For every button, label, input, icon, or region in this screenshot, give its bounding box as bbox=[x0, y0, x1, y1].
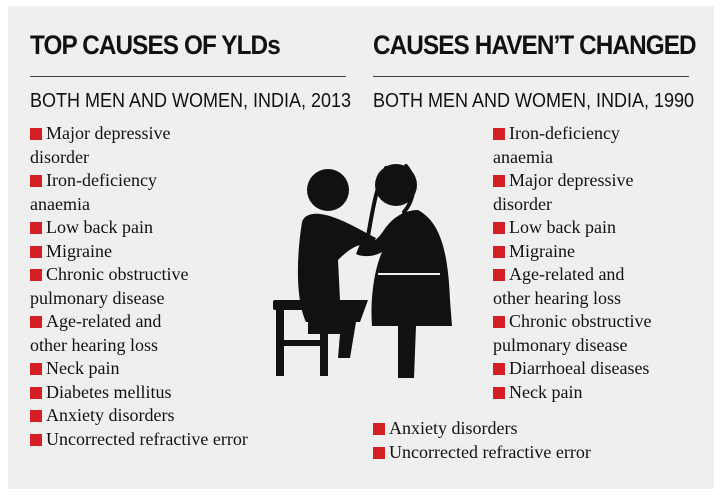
list-item: Iron-deficiency anaemia bbox=[493, 122, 651, 169]
left-subheading: BOTH MEN AND WOMEN, INDIA, 2013 bbox=[30, 90, 352, 112]
list-item: Diarrhoeal diseases bbox=[493, 357, 651, 381]
left-heading: TOP CAUSES OF YLDs bbox=[30, 30, 281, 60]
list-item: Age-related and other hearing loss bbox=[30, 310, 248, 357]
bullet-icon bbox=[30, 175, 42, 187]
item-text-cont: pulmonary disease bbox=[493, 334, 628, 355]
item-text: Neck pain bbox=[509, 381, 583, 402]
item-text: Anxiety disorders bbox=[46, 405, 175, 425]
bullet-icon bbox=[30, 433, 42, 446]
item-text-cont: disorder bbox=[30, 146, 89, 167]
bullet-icon bbox=[493, 269, 505, 281]
bullet-icon bbox=[30, 410, 42, 422]
item-text: Uncorrected refractive error bbox=[389, 441, 591, 462]
item-text: Diabetes mellitus bbox=[46, 381, 172, 402]
right-bottom-list: Anxiety disorders Uncorrected refractive… bbox=[373, 417, 591, 464]
list-item: Neck pain bbox=[30, 357, 248, 381]
item-text: Diarrhoeal diseases bbox=[509, 358, 650, 378]
item-text: Iron-deficiency bbox=[509, 123, 620, 143]
item-text: Age-related and bbox=[509, 264, 625, 284]
item-text: Uncorrected refractive error bbox=[46, 428, 248, 449]
bullet-icon bbox=[30, 386, 42, 399]
item-text: Neck pain bbox=[46, 358, 120, 378]
item-text-cont: anaemia bbox=[30, 193, 90, 214]
bullet-icon bbox=[493, 175, 505, 187]
list-item: Migraine bbox=[30, 240, 248, 264]
item-text: Migraine bbox=[509, 240, 575, 261]
right-list: Iron-deficiency anaemia Major depressive d… bbox=[493, 122, 651, 404]
bullet-icon bbox=[373, 446, 385, 459]
doctor-patient-stethoscope-icon bbox=[273, 164, 452, 378]
bullet-icon bbox=[30, 245, 42, 258]
item-text: Chronic obstructive bbox=[46, 264, 189, 284]
item-text-cont: other hearing loss bbox=[493, 287, 621, 308]
bullet-icon bbox=[30, 128, 42, 140]
right-divider bbox=[373, 76, 689, 77]
bullet-icon bbox=[373, 423, 385, 435]
bullet-icon bbox=[493, 222, 505, 234]
left-divider bbox=[30, 76, 346, 77]
item-text-cont: other hearing loss bbox=[30, 334, 158, 355]
list-item: Low back pain bbox=[30, 216, 248, 240]
bullet-icon bbox=[30, 269, 42, 281]
bullet-icon bbox=[493, 245, 505, 258]
bullet-icon bbox=[30, 363, 42, 375]
item-text-cont: disorder bbox=[493, 193, 552, 214]
item-text: Low back pain bbox=[46, 217, 153, 237]
bullet-icon bbox=[30, 316, 42, 328]
list-item: Iron-deficiency anaemia bbox=[30, 169, 248, 216]
right-subheading: BOTH MEN AND WOMEN, INDIA, 1990 bbox=[373, 90, 695, 112]
bullet-icon bbox=[493, 316, 505, 328]
bullet-icon bbox=[493, 386, 505, 399]
item-text: Age-related and bbox=[46, 311, 162, 331]
bullet-icon bbox=[493, 363, 505, 375]
list-item: Anxiety disorders bbox=[30, 404, 248, 428]
list-item: Diabetes mellitus bbox=[30, 381, 248, 405]
left-list: Major depressive disorder Iron-deficiency… bbox=[30, 122, 248, 451]
item-text: Chronic obstructive bbox=[509, 311, 652, 331]
item-text: Major depressive bbox=[509, 170, 634, 190]
list-item: Age-related and other hearing loss bbox=[493, 263, 651, 310]
list-item: Chronic obstructive pulmonary disease bbox=[493, 310, 651, 357]
item-text: Migraine bbox=[46, 240, 112, 261]
right-heading: CAUSES HAVEN’T CHANGED bbox=[373, 30, 697, 60]
item-text: Major depressive bbox=[46, 123, 171, 143]
bullet-icon bbox=[30, 222, 42, 234]
list-item: Anxiety disorders bbox=[373, 417, 591, 441]
item-text-cont: anaemia bbox=[493, 146, 553, 167]
list-item: Low back pain bbox=[493, 216, 651, 240]
list-item: Chronic obstructive pulmonary disease bbox=[30, 263, 248, 310]
list-item: Uncorrected refractive error bbox=[373, 441, 591, 465]
item-text: Iron-deficiency bbox=[46, 170, 157, 190]
item-text: Anxiety disorders bbox=[389, 418, 518, 438]
list-item: Neck pain bbox=[493, 381, 651, 405]
item-text: Low back pain bbox=[509, 217, 616, 237]
bullet-icon bbox=[493, 128, 505, 140]
list-item: Migraine bbox=[493, 240, 651, 264]
list-item: Major depressive disorder bbox=[493, 169, 651, 216]
list-item: Major depressive disorder bbox=[30, 122, 248, 169]
list-item: Uncorrected refractive error bbox=[30, 428, 248, 452]
item-text-cont: pulmonary disease bbox=[30, 287, 165, 308]
